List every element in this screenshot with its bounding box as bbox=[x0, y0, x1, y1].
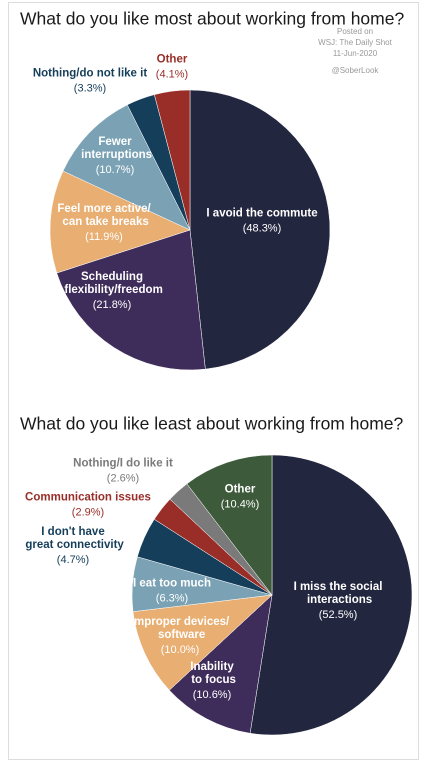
slice-label: Communication issues bbox=[25, 492, 151, 504]
pie-slice bbox=[186, 454, 273, 596]
pie-slice bbox=[132, 594, 273, 691]
slice-label: Nothing/do not like it bbox=[33, 68, 148, 80]
slice-label: Other bbox=[157, 54, 188, 66]
chart-title: What do you like most about working from… bbox=[20, 9, 404, 29]
slice-label: Other bbox=[225, 484, 256, 496]
pie-slice bbox=[189, 89, 331, 370]
pie-slice bbox=[49, 170, 191, 274]
pie-slice bbox=[249, 454, 413, 736]
value-label: (2.9%) bbox=[72, 506, 104, 518]
watermark: 11-Jun-2020 bbox=[333, 49, 378, 58]
slice-label: Feel more active/ can take breaks bbox=[57, 203, 151, 228]
slice-label: Fewer interruptions bbox=[78, 136, 152, 161]
pie-slice bbox=[154, 89, 191, 231]
pie-slice bbox=[168, 594, 273, 734]
value-label: (48.3%) bbox=[243, 222, 282, 234]
value-label: (21.8%) bbox=[93, 299, 132, 311]
value-label: (11.9%) bbox=[85, 231, 123, 243]
slice-label: I eat too much bbox=[133, 578, 211, 590]
value-label: (6.3%) bbox=[156, 592, 188, 604]
frame bbox=[8, 2, 419, 760]
value-label: (4.7%) bbox=[57, 554, 89, 566]
value-label: (4.1%) bbox=[156, 68, 188, 80]
slice-label: I don't have great connectivity bbox=[22, 526, 124, 551]
value-label: (52.5%) bbox=[319, 609, 358, 621]
watermark: @SoberLook bbox=[332, 66, 380, 75]
value-label: (2.6%) bbox=[107, 472, 139, 484]
value-label: (10.0%) bbox=[161, 644, 200, 656]
pie-slice bbox=[56, 229, 206, 371]
slice-label: Scheduling flexibility/freedom bbox=[61, 271, 163, 296]
value-label: (10.7%) bbox=[96, 164, 135, 176]
slice-label: Nothing/I do like it bbox=[73, 458, 173, 470]
slice-label: Improper devices/ software bbox=[131, 616, 230, 641]
chart-title: What do you like least about working fro… bbox=[20, 414, 404, 434]
value-label: (3.3%) bbox=[74, 82, 106, 94]
pie-slice bbox=[62, 104, 191, 231]
watermark: Posted on bbox=[337, 27, 373, 36]
slice-label: I miss the social interactions bbox=[294, 581, 383, 606]
value-label: (10.4%) bbox=[221, 498, 260, 510]
slice-label: Inability to focus bbox=[188, 661, 236, 686]
value-label: (10.6%) bbox=[193, 689, 232, 701]
watermark: WSJ: The Daily Shot bbox=[318, 38, 392, 47]
slice-label: I avoid the commute bbox=[206, 208, 317, 220]
